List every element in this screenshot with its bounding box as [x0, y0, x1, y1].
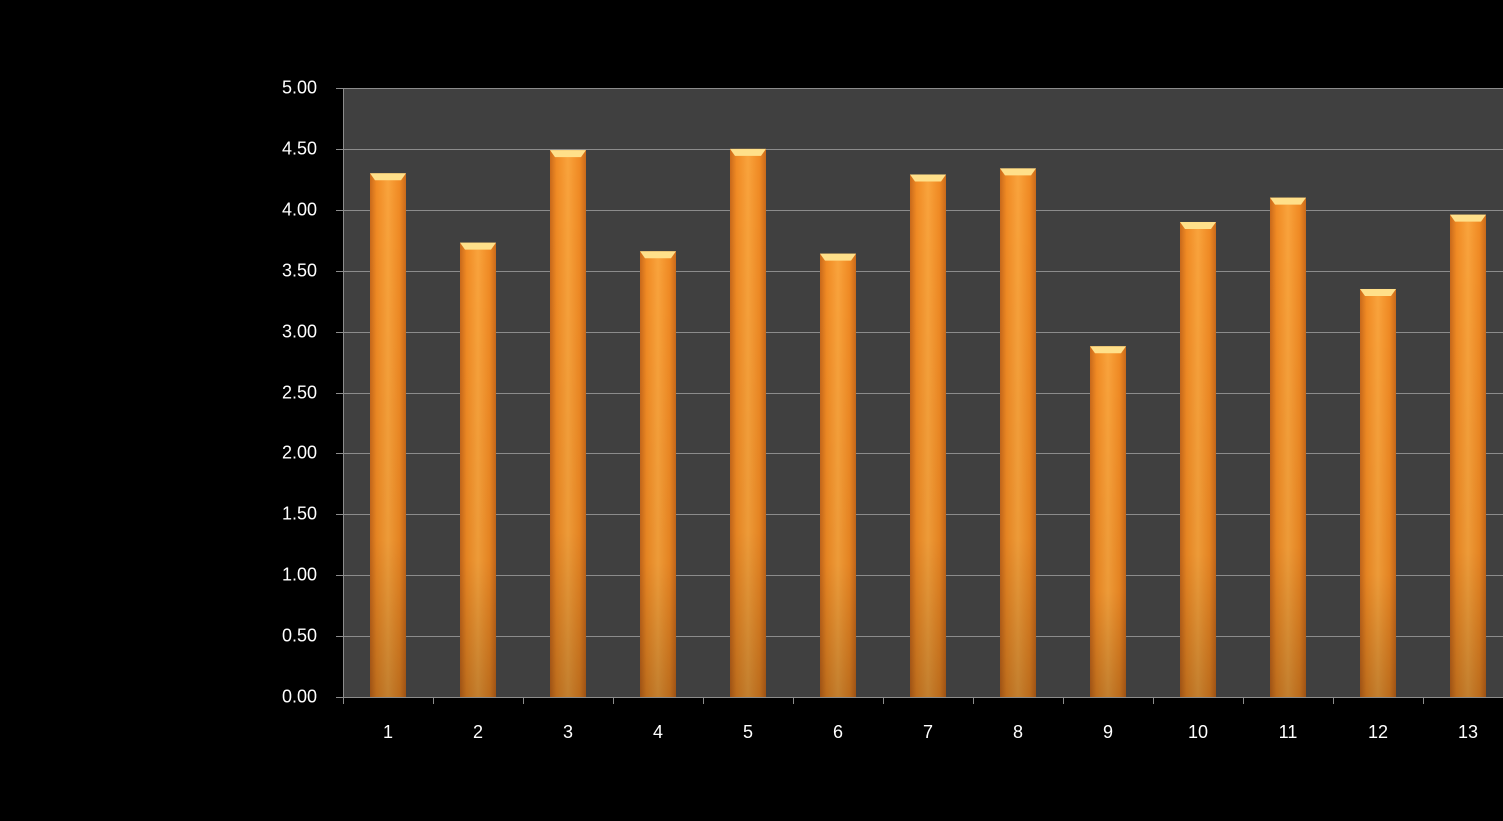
bar-shade-11: [1270, 197, 1306, 697]
x-tick-label-10: 10: [1188, 722, 1208, 742]
y-tick-label-10: 5.00: [282, 77, 317, 97]
bar-12: [1360, 288, 1396, 697]
bar-5: [730, 148, 766, 697]
bar-shade-5: [730, 148, 766, 697]
x-tick-label-12: 12: [1368, 722, 1388, 742]
bar-shade-10: [1180, 221, 1216, 698]
y-tick-label-5: 2.50: [282, 382, 317, 402]
x-tick-label-4: 4: [653, 722, 663, 742]
y-tick-label-9: 4.50: [282, 138, 317, 158]
bar-shade-9: [1090, 346, 1126, 697]
y-tick-label-3: 1.50: [282, 503, 317, 523]
bar-11: [1270, 197, 1306, 697]
bar-shade-8: [1000, 168, 1036, 697]
bar-shade-7: [910, 174, 946, 697]
axes: [336, 88, 1503, 704]
x-tick-label-1: 1: [383, 722, 393, 742]
bar-shade-13: [1450, 214, 1486, 697]
bar-6: [820, 253, 856, 697]
y-tick-label-4: 2.00: [282, 442, 317, 462]
bar-cap-8: [1000, 168, 1036, 176]
y-tick-labels: 0.00 0.50 1.00 1.50 2.00 2.50 3.00 3.50 4.00 4.50…: [282, 77, 317, 706]
bar-13: [1450, 214, 1486, 697]
bars: [370, 148, 1486, 698]
y-tick-label-2: 1.00: [282, 564, 317, 584]
x-tick-label-11: 11: [1279, 722, 1298, 742]
bar-cap-1: [370, 173, 406, 181]
x-tick-label-6: 6: [833, 722, 843, 742]
bar-cap-6: [820, 253, 856, 261]
y-tick-label-1: 0.50: [282, 625, 317, 645]
bar-cap-11: [1270, 197, 1306, 205]
bar-cap-10: [1180, 221, 1216, 229]
bar-cap-3: [550, 150, 586, 158]
x-tick-label-2: 2: [473, 722, 483, 742]
x-tick-label-7: 7: [923, 722, 933, 742]
bar-shade-12: [1360, 288, 1396, 697]
x-tick-label-8: 8: [1013, 722, 1023, 742]
bar-10: [1180, 221, 1216, 698]
bar-cap-9: [1090, 346, 1126, 354]
bar-4: [640, 251, 676, 697]
bar-2: [460, 242, 496, 697]
y-tick-label-6: 3.00: [282, 321, 317, 341]
bar-shade-6: [820, 253, 856, 697]
bar-3: [550, 150, 586, 698]
bar-cap-5: [730, 148, 766, 156]
y-tick-label-7: 3.50: [282, 260, 317, 280]
y-tick-label-0: 0.00: [282, 686, 317, 706]
bar-shade-3: [550, 150, 586, 698]
x-tick-label-13: 13: [1458, 722, 1478, 742]
bar-shade-4: [640, 251, 676, 697]
bar-9: [1090, 346, 1126, 697]
bar-shade-2: [460, 242, 496, 697]
bar-cap-2: [460, 242, 496, 250]
bar-shade-1: [370, 173, 406, 697]
bar-7: [910, 174, 946, 697]
bar-cap-7: [910, 174, 946, 182]
y-tick-label-8: 4.00: [282, 199, 317, 219]
bar-cap-13: [1450, 214, 1486, 222]
x-tick-labels: 1 2 3 4 5 6 7 8 9 10 11 12 13: [383, 722, 1478, 742]
x-tick-label-3: 3: [563, 722, 573, 742]
bar-8: [1000, 168, 1036, 697]
x-tick-label-5: 5: [743, 722, 753, 742]
bar-cap-4: [640, 251, 676, 259]
bar-cap-12: [1360, 288, 1396, 296]
bar-1: [370, 173, 406, 697]
x-tick-label-9: 9: [1103, 722, 1113, 742]
